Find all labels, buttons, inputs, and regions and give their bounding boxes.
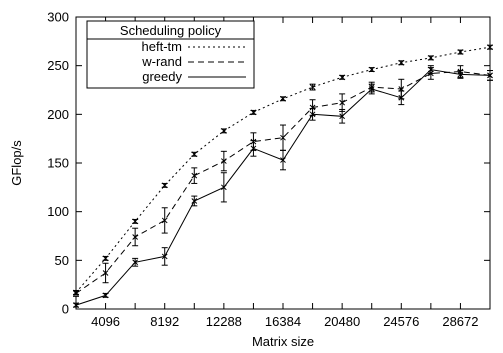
y-axis-title: GFlop/s [9,140,24,186]
data-point [309,111,316,118]
data-point [309,104,316,111]
data-point [73,290,79,297]
data-point [250,109,257,116]
y-tick-label: 250 [47,58,69,73]
data-point [309,84,316,90]
x-tick-label: 20480 [324,314,360,329]
legend-label: greedy [142,69,182,84]
y-tick-label: 200 [47,107,69,122]
data-point [191,198,198,204]
data-point [428,66,434,73]
plot-area [73,16,493,310]
data-point [280,157,286,163]
series-greedy [73,65,493,308]
data-point [368,86,375,92]
data-point [132,234,138,240]
data-point [487,44,493,51]
legend-title: Scheduling policy [120,23,222,38]
data-point [428,55,434,61]
x-tick-label: 16384 [265,314,301,329]
data-point [132,259,138,266]
y-tick-label: 0 [62,302,69,317]
y-tick-label: 300 [47,10,69,25]
data-point [398,94,405,101]
legend-label: w-rand [141,54,182,69]
y-tick-label: 50 [55,253,69,268]
data-point [221,158,227,164]
data-point [487,72,493,79]
axis-ticks: 0 50 100 150 200 250 300 4096 8192 12288 16384 2048… [47,10,491,329]
y-tick-label: 100 [47,204,69,219]
y-tick-label: 150 [47,156,69,171]
legend-label: heft-tm [142,39,182,54]
data-point [457,71,464,78]
data-point [102,292,109,299]
data-point [132,218,138,225]
data-point [102,255,109,262]
data-point [339,74,345,81]
data-point [368,66,375,73]
data-point [161,217,168,224]
x-tick-label: 28672 [442,314,478,329]
x-axis-title: Matrix size [252,334,314,349]
data-point [398,59,405,66]
data-point [221,184,227,191]
data-point [280,95,286,102]
data-point [250,145,257,152]
data-point [191,172,198,179]
data-point [191,151,198,158]
series-line [75,70,491,294]
x-tick-label: 8192 [150,314,179,329]
data-point [339,113,345,120]
x-tick-label: 24576 [383,314,419,329]
data-point [457,49,464,55]
data-point [161,253,168,260]
series-line [75,69,491,306]
data-point [280,134,286,141]
data-point [102,270,109,276]
data-point [339,99,345,106]
x-tick-label: 12288 [206,314,242,329]
data-point [221,128,227,134]
data-point [161,182,168,189]
series-line [75,46,491,293]
x-tick-label: 4096 [91,314,120,329]
